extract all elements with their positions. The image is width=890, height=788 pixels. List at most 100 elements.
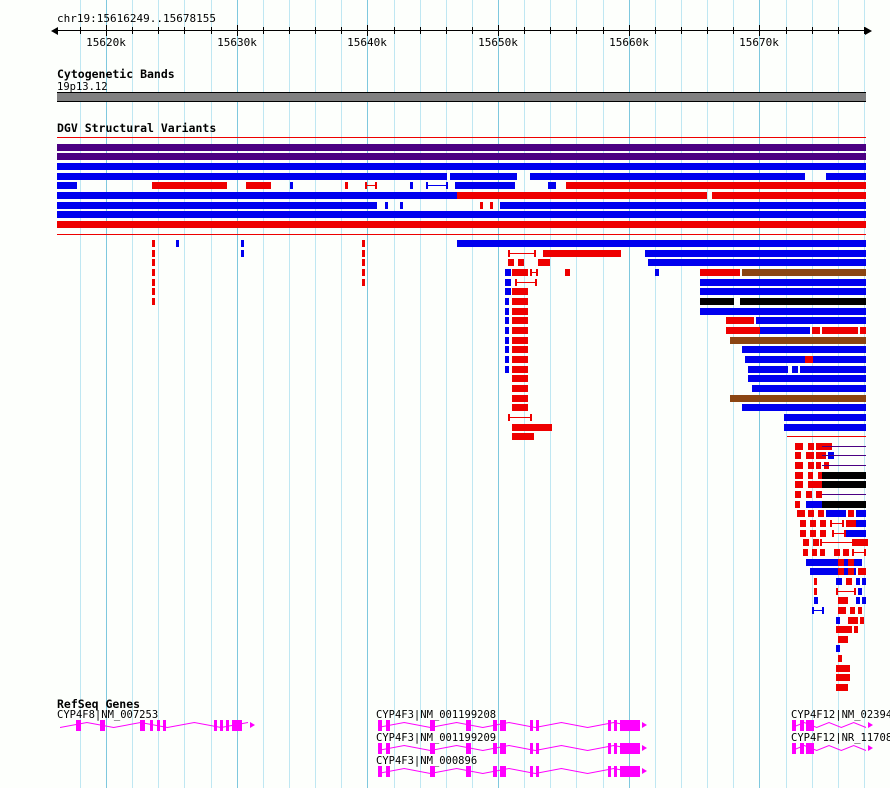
variant-bar[interactable]: [838, 558, 844, 566]
variant-bar[interactable]: [512, 355, 528, 363]
variant-marker[interactable]: [490, 201, 493, 209]
gene-exon[interactable]: [378, 743, 382, 754]
variant-bar[interactable]: [645, 249, 866, 257]
variant-bar[interactable]: [745, 355, 860, 363]
variant-marker[interactable]: [860, 616, 864, 624]
gene-exon[interactable]: [620, 766, 640, 777]
variant-marker[interactable]: [856, 597, 860, 605]
variant-bar[interactable]: [846, 520, 862, 527]
variant-bar[interactable]: [538, 259, 550, 267]
variant-bar[interactable]: [852, 539, 866, 547]
cytoband-bar[interactable]: [57, 92, 866, 102]
right-arrow-icon[interactable]: [865, 27, 872, 35]
gene-label[interactable]: CYP4F3|NM_001199208: [376, 709, 497, 721]
variant-bar[interactable]: [818, 471, 824, 479]
variant-thin-line[interactable]: [822, 494, 866, 496]
dgv-variant-row[interactable]: [0, 471, 890, 482]
dgv-variant-row[interactable]: [0, 336, 890, 347]
variant-bar[interactable]: [726, 317, 754, 325]
variant-marker[interactable]: [505, 298, 509, 306]
dgv-variant-row[interactable]: [0, 597, 890, 607]
gene-label[interactable]: CYP4F8|NM_007253: [57, 709, 159, 721]
variant-bar[interactable]: [518, 259, 524, 267]
gene-exon[interactable]: [806, 720, 814, 731]
variant-bar[interactable]: [858, 529, 866, 537]
dgv-variant-row[interactable]: [0, 365, 890, 376]
variant-bar[interactable]: [512, 269, 528, 277]
variant-bar[interactable]: [843, 548, 849, 556]
gene-exon[interactable]: [608, 766, 611, 777]
gene-exon[interactable]: [530, 743, 533, 754]
variant-marker[interactable]: [505, 336, 509, 344]
dgv-variant-row[interactable]: [0, 317, 890, 327]
dgv-variant-row[interactable]: [0, 664, 890, 675]
gene-exon[interactable]: [608, 743, 611, 754]
dgv-variant-row[interactable]: [0, 577, 890, 588]
variant-bar[interactable]: [700, 288, 866, 296]
variant-bar[interactable]: [805, 355, 813, 363]
variant-bar[interactable]: [505, 288, 511, 296]
gene-label[interactable]: CYP4F3|NM_000896: [376, 755, 478, 767]
variant-bar[interactable]: [508, 259, 514, 267]
variant-bar[interactable]: [512, 327, 528, 334]
variant-bar[interactable]: [500, 201, 866, 209]
gene-label[interactable]: CYP4F12|NM_02394: [791, 709, 890, 721]
variant-bar[interactable]: [810, 529, 816, 537]
gene-exon[interactable]: [214, 720, 217, 731]
variant-marker[interactable]: [362, 269, 365, 277]
variant-bar[interactable]: [57, 191, 457, 199]
gene-exon[interactable]: [378, 766, 382, 777]
variant-marker[interactable]: [505, 327, 509, 334]
variant-bar[interactable]: [834, 548, 840, 556]
dgv-variant-row[interactable]: [0, 404, 890, 414]
variant-bar[interactable]: [57, 172, 447, 180]
dgv-variant-row[interactable]: [0, 201, 890, 212]
dgv-variant-row[interactable]: [0, 153, 890, 163]
variant-bar[interactable]: [858, 568, 866, 576]
gene-exon[interactable]: [386, 766, 390, 777]
variant-marker[interactable]: [814, 597, 818, 605]
dgv-variant-row[interactable]: [0, 510, 890, 520]
variant-bar[interactable]: [856, 520, 866, 527]
variant-bar[interactable]: [450, 172, 517, 180]
variant-bar[interactable]: [856, 558, 862, 566]
variant-bar[interactable]: [700, 298, 734, 306]
variant-bar[interactable]: [760, 327, 810, 334]
variant-marker[interactable]: [345, 182, 348, 190]
gene-exon[interactable]: [800, 743, 804, 754]
variant-bar[interactable]: [812, 327, 820, 334]
variant-marker[interactable]: [152, 249, 155, 257]
variant-bar[interactable]: [505, 269, 511, 277]
variant-marker[interactable]: [362, 240, 365, 248]
variant-bar[interactable]: [457, 191, 707, 199]
dgv-variant-row[interactable]: [0, 568, 890, 578]
gene-exon[interactable]: [466, 720, 471, 731]
variant-bar[interactable]: [795, 452, 801, 460]
dgv-variant-row[interactable]: [0, 462, 890, 472]
variant-thin-line[interactable]: [822, 445, 866, 447]
variant-bar[interactable]: [57, 143, 866, 151]
gene-exon[interactable]: [232, 720, 242, 731]
variant-bar[interactable]: [57, 162, 866, 170]
dgv-variant-row[interactable]: [0, 249, 890, 260]
dgv-variant-row[interactable]: [0, 539, 890, 549]
variant-marker[interactable]: [400, 201, 403, 209]
variant-bar[interactable]: [848, 568, 854, 576]
gene-exon[interactable]: [620, 743, 640, 754]
dgv-variant-row[interactable]: [0, 558, 890, 569]
variant-bar[interactable]: [820, 529, 826, 537]
variant-bar[interactable]: [548, 182, 556, 190]
gene-label[interactable]: CYP4F3|NM_001199209: [376, 732, 497, 744]
variant-bar[interactable]: [806, 452, 814, 460]
left-arrow-icon[interactable]: [51, 27, 58, 35]
dgv-variant-row[interactable]: [0, 375, 890, 385]
gene-exon[interactable]: [100, 720, 105, 731]
gene-exon[interactable]: [378, 720, 382, 731]
variant-bar[interactable]: [820, 520, 826, 527]
variant-marker[interactable]: [505, 307, 509, 315]
variant-marker[interactable]: [836, 645, 840, 653]
gene-exon[interactable]: [536, 766, 539, 777]
gene-exon[interactable]: [466, 766, 471, 777]
variant-bar[interactable]: [795, 491, 801, 499]
variant-bar[interactable]: [512, 433, 534, 441]
